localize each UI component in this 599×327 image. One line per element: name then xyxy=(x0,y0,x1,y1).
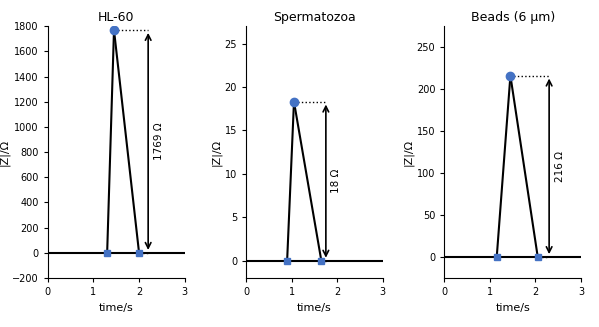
Y-axis label: |Z|/Ω: |Z|/Ω xyxy=(211,139,222,165)
Text: 216 Ω: 216 Ω xyxy=(555,151,565,182)
Title: Spermatozoa: Spermatozoa xyxy=(273,10,356,24)
Title: Beads (6 μm): Beads (6 μm) xyxy=(471,10,555,24)
Y-axis label: |Z|/Ω: |Z|/Ω xyxy=(403,139,414,165)
Text: 1769 Ω: 1769 Ω xyxy=(153,123,164,160)
Text: 18 Ω: 18 Ω xyxy=(331,169,341,193)
Title: HL-60: HL-60 xyxy=(98,10,135,24)
X-axis label: time/s: time/s xyxy=(297,302,332,313)
X-axis label: time/s: time/s xyxy=(495,302,530,313)
X-axis label: time/s: time/s xyxy=(99,302,134,313)
Y-axis label: |Z|/Ω: |Z|/Ω xyxy=(0,139,10,165)
